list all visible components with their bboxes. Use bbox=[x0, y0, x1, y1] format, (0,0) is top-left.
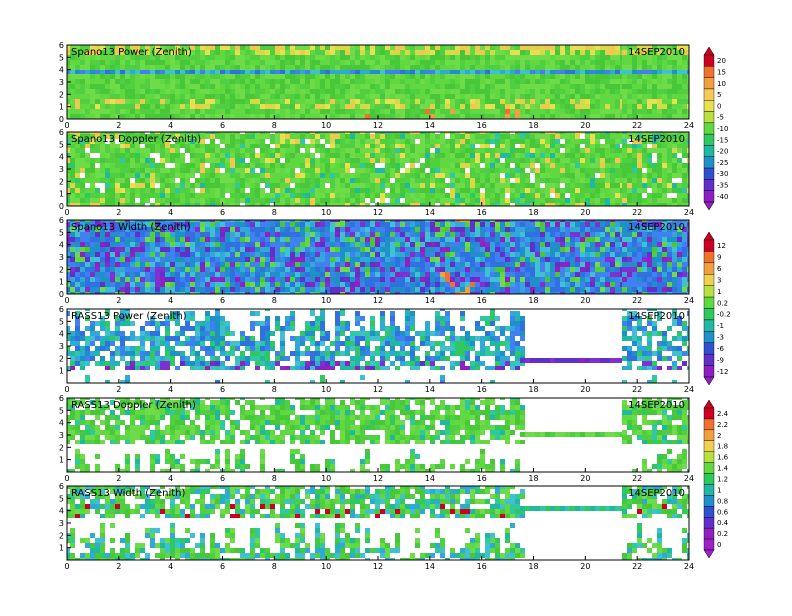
radar-figure: 0246810121416182022240123456Spano13 Powe… bbox=[0, 0, 792, 612]
figure-svg: 0246810121416182022240123456Spano13 Powe… bbox=[0, 0, 792, 612]
